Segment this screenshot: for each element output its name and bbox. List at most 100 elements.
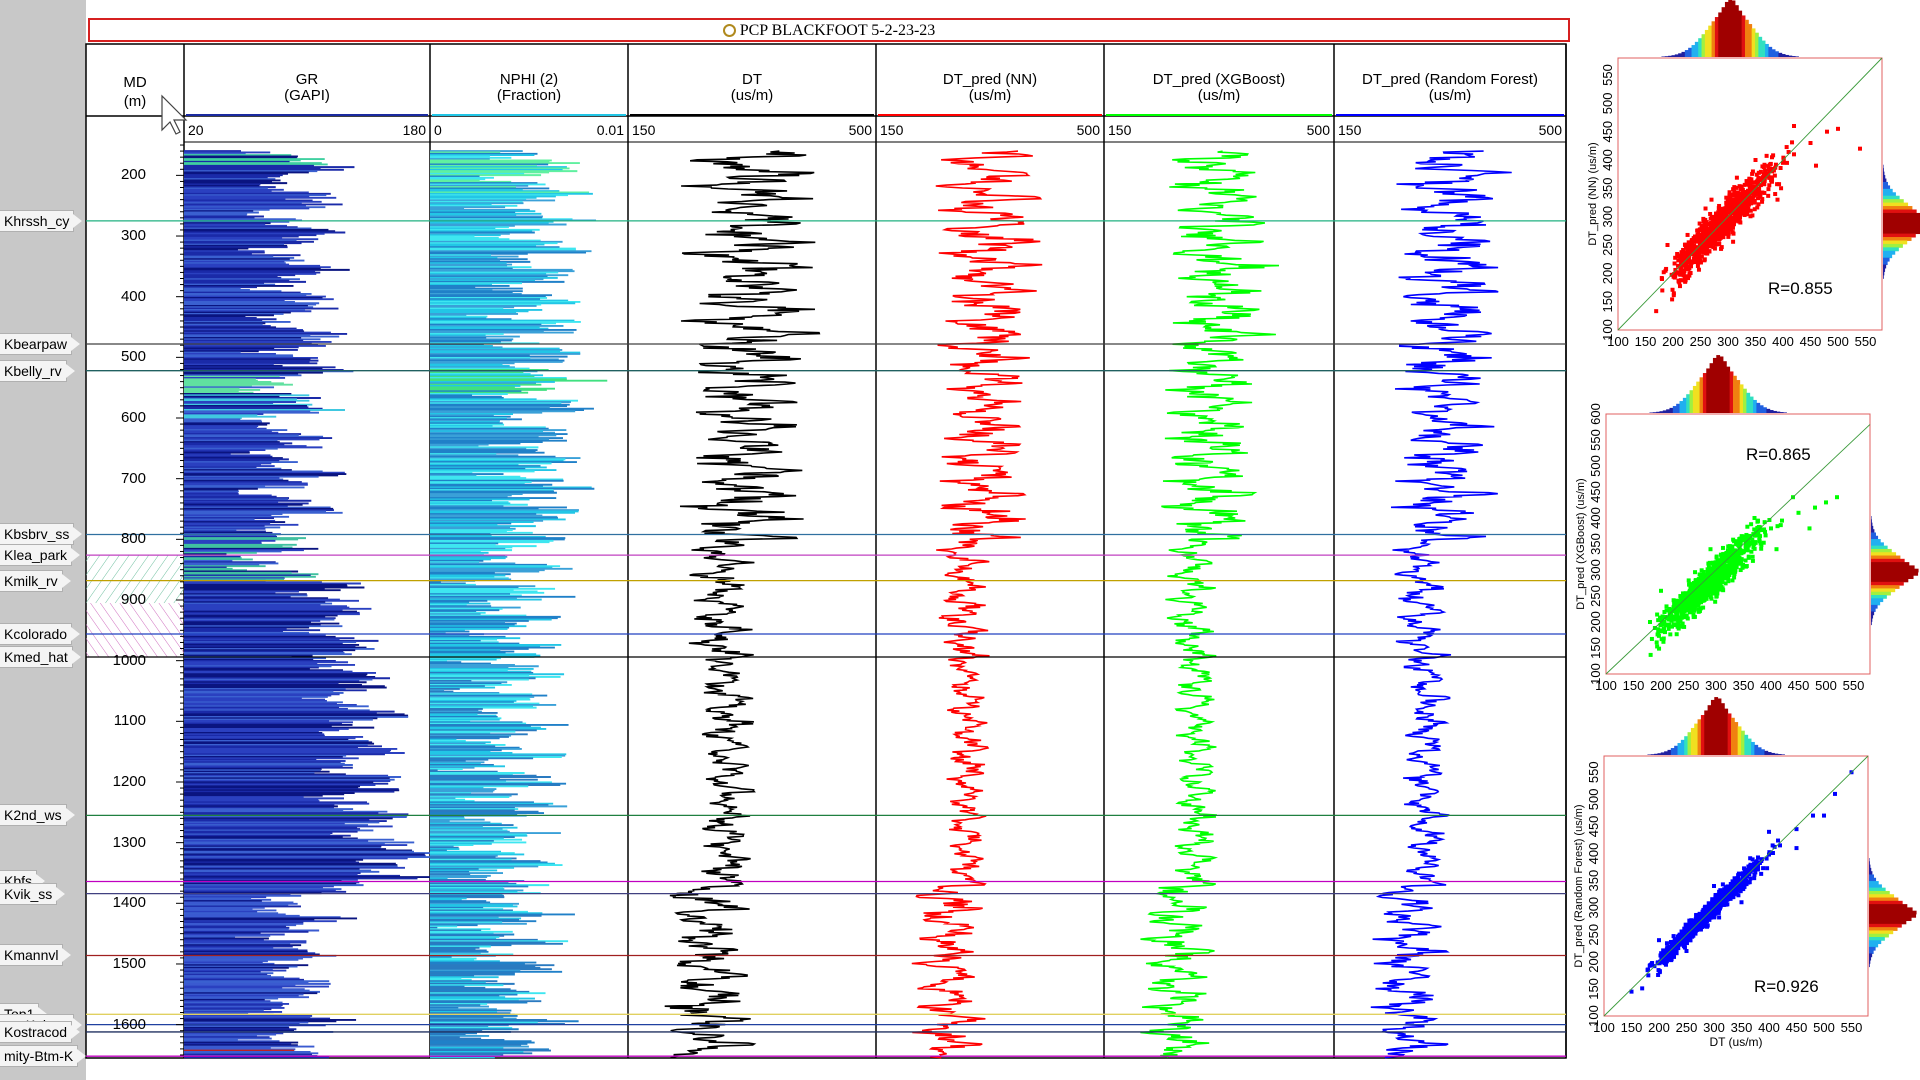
crossplot-x-tick: 450 [1800, 334, 1822, 349]
top-histogram-bar [1767, 752, 1772, 755]
right-histogram-bar [1883, 254, 1893, 259]
right-histogram-bar [1871, 539, 1881, 543]
crossplot-point [1811, 813, 1815, 818]
crossplot-x-tick: 100 [1607, 334, 1629, 349]
crossplot-point [1657, 938, 1661, 943]
top-histogram-bar [1690, 727, 1695, 755]
crossplot-point [1662, 951, 1667, 956]
track-title-rf: DT_pred (Random Forest) [1362, 71, 1538, 88]
depth-tick-label: 1600 [112, 1015, 146, 1033]
crossplot-y-tick: 350 [1588, 533, 1603, 555]
top-histogram-bar [1776, 411, 1781, 413]
formation-marker[interactable]: K2nd_ws [0, 804, 75, 827]
nn-crossplot: 100 150 200 250 300 350 400 450 500 550 100 150 200 2… [1587, 0, 1920, 349]
top-histogram-bar [1734, 5, 1739, 57]
track-scale-max-xgb: 500 [1306, 122, 1330, 138]
depth-tick-label: 300 [120, 227, 146, 245]
right-histogram-bar [1869, 930, 1894, 935]
top-histogram-bar [1729, 371, 1734, 413]
right-histogram-bar [1871, 548, 1892, 553]
crossplot-y-tick: 450 [1588, 481, 1603, 503]
top-histogram-bar [1661, 56, 1666, 57]
formation-marker[interactable]: Kostracod [0, 1020, 81, 1043]
crossplot-point [1814, 163, 1818, 168]
crossplot-point [1748, 186, 1752, 191]
top-histogram-bar [1677, 743, 1682, 755]
crossplot-y-tick: 100 [1586, 1005, 1601, 1027]
right-histogram-bar [1883, 206, 1913, 210]
crossplot-point [1714, 565, 1718, 570]
right-histogram-bar [1871, 611, 1875, 616]
crossplot-x-tick: 350 [1733, 678, 1755, 693]
crossplot-point [1693, 234, 1697, 239]
right-histogram-bar [1871, 571, 1919, 576]
crossplot-x-tick: 300 [1705, 678, 1727, 693]
top-histogram-bar [1704, 710, 1709, 755]
top-histogram-bar [1766, 408, 1771, 413]
crossplot-x-tick: 150 [1623, 678, 1645, 693]
top-histogram-bar [1728, 0, 1733, 58]
formation-marker[interactable]: mity-Btm-K [0, 1045, 87, 1068]
crossplot-point [1769, 526, 1773, 531]
top-histogram-bar [1746, 392, 1751, 413]
top-histogram-bar [1647, 754, 1652, 755]
right-histogram-bar [1883, 168, 1884, 173]
crossplot-point [1813, 505, 1817, 510]
random-forest-crossplot: 100 150 200 250 300 350 400 450 500 550 100 150 200 2… [1573, 697, 1917, 1049]
top-histogram-bar [1771, 752, 1775, 755]
formation-marker[interactable]: Kbsbrv_ss [0, 523, 83, 546]
crossplot-y-tick: 250 [1588, 585, 1603, 607]
right-histogram-bar [1883, 188, 1893, 193]
crossplot-y-tick: 600 [1588, 403, 1603, 425]
crossplot-point [1723, 893, 1727, 898]
right-histogram-bar [1883, 185, 1891, 190]
formation-marker[interactable]: Kmed_hat [0, 646, 81, 669]
track-scale-min-rf: 150 [1338, 122, 1362, 138]
crossplot-y-tick: 150 [1600, 291, 1615, 313]
crossplot-point [1665, 243, 1670, 247]
crossplot-point [1692, 581, 1696, 585]
crossplot-point [1778, 843, 1782, 848]
right-histogram-bar [1883, 181, 1888, 186]
right-histogram-bar [1869, 940, 1882, 945]
formation-marker[interactable]: Kcolorado [0, 622, 81, 645]
right-histogram-bar [1871, 535, 1879, 540]
right-histogram-bar [1871, 522, 1873, 527]
top-histogram-bar [1668, 55, 1672, 57]
depth-tick-label: 1000 [112, 651, 146, 669]
right-histogram-bar [1869, 871, 1873, 875]
right-histogram-bar [1883, 223, 1920, 228]
formation-marker[interactable]: Kvik_ss [0, 882, 66, 905]
top-histogram-bar [1694, 723, 1699, 755]
right-histogram-bar [1869, 963, 1870, 968]
crossplot-point [1726, 209, 1730, 213]
formation-marker[interactable]: Kmannvl [0, 944, 73, 967]
formation-marker[interactable]: Kmilk_rv [0, 569, 71, 592]
crossplot-y-tick: 350 [1586, 870, 1601, 892]
top-histogram-bar [1649, 412, 1654, 413]
crossplot-x-tick: 150 [1635, 334, 1657, 349]
crossplot-point [1676, 254, 1681, 259]
crossplot-point [1701, 915, 1705, 920]
top-histogram-bar [1670, 748, 1675, 755]
top-histogram-bar [1654, 753, 1658, 755]
top-histogram-bar [1753, 399, 1757, 413]
right-histogram-bar [1883, 216, 1920, 221]
top-histogram-bar [1702, 373, 1707, 413]
right-histogram-bar [1871, 565, 1915, 570]
formation-marker[interactable]: Klea_park [0, 544, 81, 567]
track-unit-nn: (us/m) [968, 87, 1012, 104]
crossplot-point [1681, 591, 1685, 596]
track-unit-rf: (us/m) [1428, 87, 1472, 104]
track-scale-min-nphi: 0 [434, 122, 442, 138]
formation-marker[interactable]: Khrssh_cy [0, 209, 83, 232]
crossplot-point [1681, 614, 1685, 619]
formation-marker[interactable]: Kbearpaw [0, 333, 81, 355]
crossplot-y-tick: 300 [1588, 559, 1603, 581]
depth-track-unit: (m) [123, 93, 147, 110]
formation-marker[interactable]: Kbelly_rv [0, 359, 75, 382]
right-histogram-bar [1871, 529, 1875, 533]
crossplot-x-tick: 350 [1731, 1020, 1753, 1035]
crossplot-panel: 100 150 200 250 300 350 400 450 500 550 100 150 200 2… [1573, 0, 1920, 1049]
depth-tick-label: 900 [120, 591, 146, 608]
